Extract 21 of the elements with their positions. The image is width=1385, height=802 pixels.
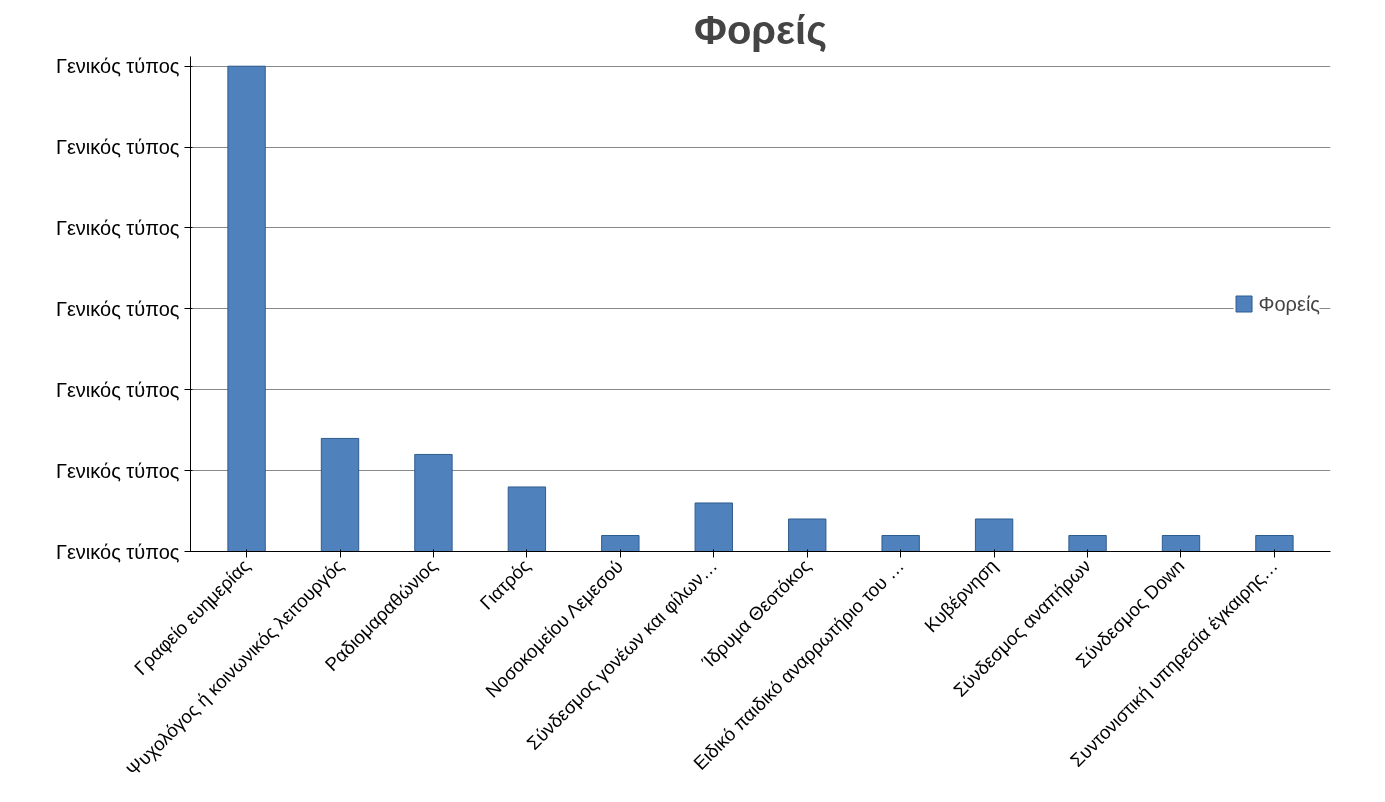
bar — [694, 502, 733, 552]
bar — [881, 534, 920, 552]
text: Γενικός τύπος — [55, 136, 180, 159]
legend-label: Φορείς — [1258, 292, 1320, 315]
bar — [1255, 534, 1294, 552]
text: Γενικός τύπος — [55, 459, 180, 482]
bar — [227, 65, 266, 552]
text: Γενικός τύπος — [55, 55, 180, 78]
bar — [320, 437, 360, 552]
bar — [414, 453, 453, 552]
bar — [1068, 534, 1107, 552]
text: Γενικός τύπος — [55, 378, 180, 401]
text: Γενικός τύπος — [55, 297, 180, 320]
text: Γενικός τύπος — [55, 216, 180, 239]
bar — [1161, 534, 1201, 552]
bar — [507, 486, 547, 552]
bar — [788, 518, 827, 552]
bar — [601, 534, 640, 552]
bar — [974, 518, 1014, 552]
chart-title: Φορείς — [694, 7, 827, 53]
text: Γενικός τύπος — [55, 540, 180, 563]
